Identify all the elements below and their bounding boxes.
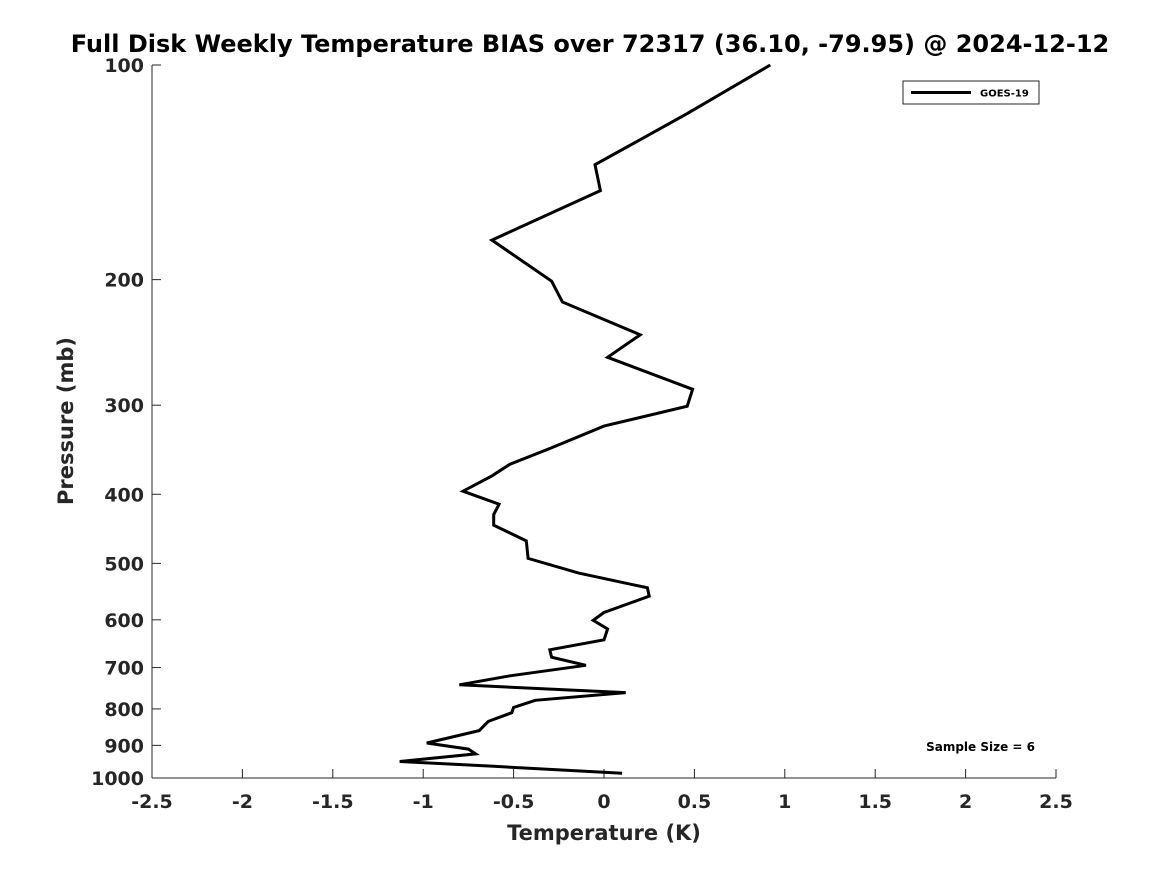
y-tick-label: 300	[104, 395, 144, 417]
y-tick-label: 800	[104, 699, 144, 721]
x-tick-label: 1	[778, 791, 791, 813]
x-tick-label: 0	[597, 791, 610, 813]
y-tick-label: 400	[104, 484, 144, 506]
chart-title: Full Disk Weekly Temperature BIAS over 7…	[71, 30, 1110, 58]
x-tick-label: -1	[413, 791, 434, 813]
y-tick-label: 500	[104, 553, 144, 575]
axes	[151, 65, 1056, 779]
y-tick-label: 100	[104, 55, 144, 77]
series-line-goes-19	[399, 63, 772, 775]
sample-size-annotation: Sample Size = 6	[926, 740, 1035, 754]
x-tick-label: 0.5	[678, 791, 712, 813]
legend: GOES-19	[902, 80, 1040, 105]
x-tick-label: -1.5	[312, 791, 354, 813]
series-layer	[399, 63, 772, 775]
y-tick-label: 700	[104, 658, 144, 680]
x-tick-label: 2.5	[1039, 791, 1073, 813]
x-axis-label: Temperature (K)	[507, 821, 701, 845]
y-axis-ticks: 100 200 300 400 500 600 700 800 900 1000	[91, 55, 161, 790]
legend-label: GOES-19	[980, 89, 1029, 100]
x-tick-label: -2	[232, 791, 253, 813]
y-tick-label: 1000	[91, 768, 144, 790]
x-axis-ticks: -2.5 -2 -1.5 -1 -0.5 0 0.5 1 1.5 2 2.5	[131, 769, 1073, 813]
x-tick-label: 2	[959, 791, 972, 813]
x-tick-label: -0.5	[493, 791, 535, 813]
x-tick-label: -2.5	[131, 791, 173, 813]
y-axis-label: Pressure (mb)	[54, 337, 78, 505]
y-tick-label: 600	[104, 610, 144, 632]
y-tick-label: 900	[104, 735, 144, 757]
y-tick-label: 200	[104, 270, 144, 292]
x-tick-label: 1.5	[858, 791, 892, 813]
